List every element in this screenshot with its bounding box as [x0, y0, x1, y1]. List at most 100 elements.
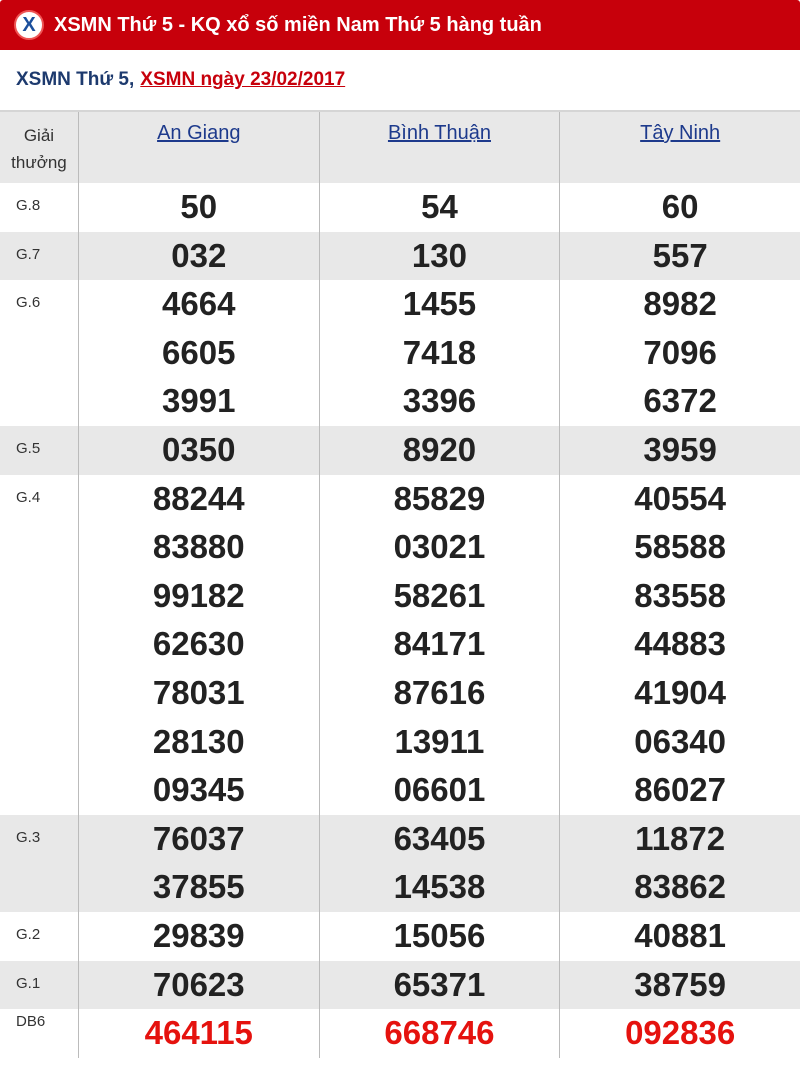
- prize-label: G.4: [0, 474, 79, 815]
- prize-number: 65371: [393, 965, 486, 1003]
- prize-number: 14538: [393, 868, 486, 906]
- prize-number: 6372: [643, 382, 717, 420]
- result-cell: 38759: [560, 961, 800, 1010]
- prize-label: G.3: [0, 814, 79, 912]
- prize-number: 78031: [152, 673, 245, 711]
- prize-number: 87616: [393, 673, 486, 711]
- prize-number: 8982: [643, 285, 717, 323]
- table-row: G.7 032 130 557: [0, 231, 800, 281]
- prize-label: DB6: [0, 1009, 79, 1058]
- prize-number: 1455: [402, 285, 477, 323]
- table-row: G.5 0350 8920 3959: [0, 425, 800, 475]
- prize-label: G.5: [0, 425, 79, 475]
- prize-number: 54: [421, 188, 458, 225]
- prize-number: 7418: [402, 333, 477, 371]
- result-cell: 092836: [560, 1009, 800, 1058]
- prize-label: G.1: [0, 960, 79, 1010]
- prize-number: 06340: [634, 722, 727, 760]
- x-logo-icon: X: [14, 10, 44, 40]
- result-cell: 557: [560, 232, 800, 281]
- prize-number: 70623: [152, 965, 245, 1003]
- results-table: Giải thưởng An Giang Bình Thuận Tây Ninh…: [0, 110, 800, 1058]
- prize-number: 44883: [634, 625, 727, 663]
- table-row: G.3 76037 37855 63405 14538 11872 83862: [0, 814, 800, 912]
- result-cell: 3959: [560, 426, 800, 475]
- result-cell: 15056: [320, 911, 561, 961]
- result-cell: 88244 83880 99182 62630 78031 28130 09345: [79, 474, 320, 815]
- prize-number: 76037: [152, 819, 245, 857]
- table-row: DB6 464115 668746 092836: [0, 1009, 800, 1058]
- prize-number: 130: [411, 236, 467, 274]
- table-row: G.4 88244 83880 99182 62630 78031 28130 09345 85…: [0, 474, 800, 815]
- prize-number: 63405: [393, 819, 486, 857]
- prize-number: 58588: [634, 528, 727, 566]
- prize-number: 83558: [634, 576, 727, 614]
- province-link[interactable]: An Giang: [157, 122, 241, 144]
- prize-label: G.8: [0, 183, 79, 232]
- table-row: G.2 29839 15056 40881: [0, 911, 800, 961]
- prize-header: Giải thưởng: [0, 112, 79, 183]
- table-row: G.1 70623 65371 38759: [0, 960, 800, 1010]
- prize-number: 88244: [152, 479, 245, 517]
- table-header: Giải thưởng An Giang Bình Thuận Tây Ninh: [0, 112, 800, 183]
- prize-number: 41904: [634, 673, 727, 711]
- prize-number: 03021: [393, 528, 486, 566]
- result-cell: 032: [79, 231, 320, 281]
- prize-label: G.6: [0, 280, 79, 426]
- prize-number: 83880: [152, 528, 245, 566]
- prize-number: 99182: [152, 576, 245, 614]
- prize-number: 38759: [634, 965, 727, 1003]
- table-row: G.6 4664 6605 3991 1455 7418 3396 8982 7096 6372: [0, 280, 800, 426]
- result-cell: 0350: [79, 425, 320, 475]
- province-link[interactable]: Tây Ninh: [640, 122, 721, 144]
- prize-number: 62630: [152, 625, 245, 663]
- subheader-text: XSMN Thứ 5,: [16, 69, 135, 90]
- prize-number: 3991: [162, 382, 236, 420]
- result-cell: 76037 37855: [79, 814, 320, 912]
- result-cell: 65371: [320, 960, 561, 1010]
- prize-number: 8920: [402, 430, 477, 468]
- result-cell: 464115: [79, 1009, 320, 1058]
- result-cell: 50: [79, 183, 320, 232]
- prize-label: G.2: [0, 911, 79, 961]
- prize-number: 09345: [152, 771, 245, 809]
- result-cell: 63405 14538: [320, 814, 561, 912]
- prize-number: 06601: [393, 771, 486, 809]
- prize-number: 6605: [162, 333, 236, 371]
- prize-number: 85829: [393, 479, 486, 517]
- province-link[interactable]: Bình Thuận: [387, 122, 491, 144]
- prize-label: G.7: [0, 231, 79, 281]
- prize-number: 15056: [393, 916, 486, 954]
- special-prize-number: 668746: [384, 1014, 495, 1052]
- prize-number: 83862: [634, 868, 727, 906]
- prize-number: 3959: [643, 430, 717, 468]
- prize-number: 60: [661, 188, 699, 225]
- result-cell: 1455 7418 3396: [320, 280, 561, 426]
- prize-number: 84171: [393, 625, 486, 663]
- prize-number: 4664: [162, 285, 236, 323]
- prize-number: 032: [171, 236, 227, 274]
- prize-number: 0350: [162, 430, 236, 468]
- result-cell: 85829 03021 58261 84171 87616 13911 06601: [320, 474, 561, 815]
- special-prize-number: 464115: [144, 1014, 253, 1052]
- subheader: XSMN Thứ 5, XSMN ngày 23/02/2017: [0, 50, 800, 110]
- result-cell: 8920: [320, 425, 561, 475]
- special-prize-number: 092836: [625, 1014, 736, 1052]
- result-cell: 130: [320, 231, 561, 281]
- prize-number: 50: [180, 188, 218, 225]
- result-cell: 70623: [79, 960, 320, 1010]
- prize-number: 40554: [634, 479, 727, 517]
- page-title: XSMN Thứ 5 - KQ xổ số miền Nam Thứ 5 hàn…: [54, 13, 542, 36]
- prize-number: 13911: [394, 722, 485, 760]
- result-cell: 40554 58588 83558 44883 41904 06340 86027: [560, 475, 800, 815]
- prize-number: 86027: [634, 771, 727, 809]
- result-cell: 668746: [320, 1009, 561, 1058]
- prize-number: 11872: [635, 819, 726, 857]
- date-link[interactable]: XSMN ngày 23/02/2017: [140, 69, 346, 90]
- prize-number: 3396: [402, 382, 477, 420]
- result-cell: 4664 6605 3991: [79, 280, 320, 426]
- result-cell: 40881: [560, 912, 800, 961]
- result-cell: 54: [320, 183, 561, 232]
- prize-number: 28130: [152, 722, 245, 760]
- result-cell: 11872 83862: [560, 815, 800, 912]
